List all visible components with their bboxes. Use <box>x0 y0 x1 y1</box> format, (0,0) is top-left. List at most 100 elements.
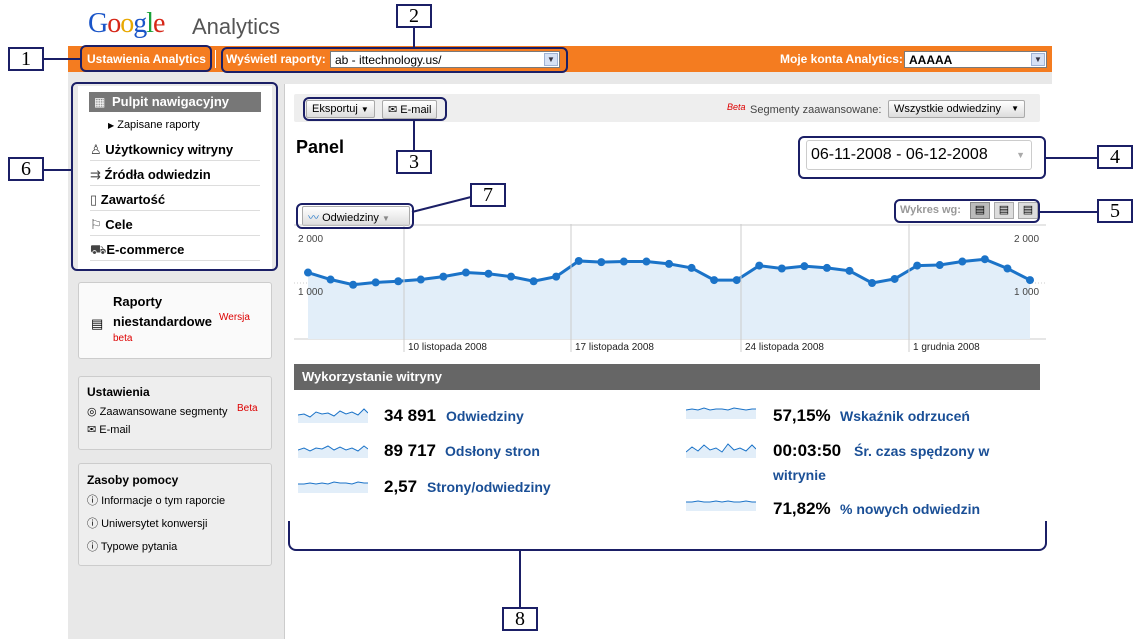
metric-link-visits[interactable]: Odwiedziny <box>446 408 524 424</box>
graph-week-button[interactable]: ▤ <box>994 202 1014 219</box>
callout-number-8: 8 <box>502 607 538 631</box>
graph-month-button[interactable]: ▤ <box>1018 202 1038 219</box>
user-icon: ♙ <box>90 142 102 157</box>
segments-select[interactable]: Wszystkie odwiedziny ▼ <box>888 100 1025 118</box>
sidebar-item-goals[interactable]: ⚐ Cele <box>90 217 133 232</box>
chart-point[interactable] <box>439 272 448 281</box>
main-content <box>284 84 1052 639</box>
chart-point[interactable] <box>304 268 312 277</box>
y-tick-left: 1 000 <box>298 287 323 298</box>
y-tick-right: 1 000 <box>1014 287 1039 298</box>
question-icon: ⓘ <box>87 518 98 530</box>
chart-point[interactable] <box>349 280 358 289</box>
graph-day-button[interactable]: ▤ <box>970 202 990 219</box>
sidebar-item-ecommerce[interactable]: ⛟E-commerce <box>90 242 185 257</box>
chart-point[interactable] <box>935 261 944 270</box>
graph-by-label: Wykres wg: <box>900 204 961 216</box>
chart-point[interactable] <box>507 272 516 281</box>
settings-link[interactable]: Ustawienia Analytics <box>87 52 206 66</box>
reports-select[interactable]: ab - ittechnology.us/▼ <box>330 51 560 68</box>
chart-point[interactable] <box>461 268 470 277</box>
chart-point[interactable] <box>777 264 786 273</box>
y-tick-left: 2 000 <box>298 234 323 245</box>
app-name: Analytics <box>192 14 281 39</box>
help-box: Zasoby pomocy ⓘ Informacje o tym raporci… <box>78 463 272 566</box>
metric-link-time-on-site-2[interactable]: witrynie <box>773 467 826 483</box>
chart-point[interactable] <box>710 276 719 285</box>
metric-link-pageviews[interactable]: Odsłony stron <box>445 443 540 459</box>
metric-link-time-on-site[interactable]: Śr. czas spędzony w <box>854 443 990 459</box>
sparkline <box>298 408 368 423</box>
saved-reports-link[interactable]: ▶ Zapisane raporty <box>108 119 200 131</box>
top-nav-bar <box>68 46 1052 72</box>
custom-reports-title[interactable]: Raporty <box>113 294 163 309</box>
beta-badge: beta <box>113 333 133 344</box>
question-icon: ⓘ <box>87 541 98 553</box>
chart-point[interactable] <box>868 279 877 287</box>
callout-number-6: 6 <box>8 157 44 181</box>
chart-point[interactable] <box>687 263 696 272</box>
metric-link-pages-per-visit[interactable]: Strony/odwiedziny <box>427 479 551 495</box>
help-link[interactable]: ⓘ Informacje o tym raporcie <box>87 495 226 507</box>
chart-point[interactable] <box>665 259 673 268</box>
traffic-sources-icon: ⇉ <box>90 167 101 182</box>
chart-point[interactable] <box>1003 264 1012 273</box>
chart-point[interactable] <box>619 257 628 266</box>
y-tick-right: 2 000 <box>1014 234 1039 245</box>
chart-point[interactable] <box>371 278 380 287</box>
accounts-label: Moje konta Analytics: <box>780 52 903 66</box>
calendar-icon: ▤ <box>974 204 986 216</box>
accounts-select[interactable]: AAAAA ▼ <box>904 51 1047 68</box>
help-link[interactable]: ⓘ Typowe pytania <box>87 541 178 553</box>
sidebar-item-users[interactable]: ♙ Użytkownicy witryny <box>90 142 234 157</box>
line-chart-icon: 〰 <box>308 212 319 224</box>
chart-point[interactable] <box>958 257 967 266</box>
advanced-segments-link[interactable]: ◎ Zaawansowane segmenty <box>87 406 228 418</box>
sidebar-item-content[interactable]: ▯ Zawartość <box>90 192 166 207</box>
chart-point[interactable] <box>980 255 989 264</box>
chart-point[interactable] <box>597 258 606 267</box>
custom-reports-title-2[interactable]: niestandardowe <box>113 314 212 329</box>
page-title: Panel <box>296 137 345 157</box>
email-button[interactable]: ✉ E-mail <box>382 100 438 119</box>
metric-link-new-visits[interactable]: % nowych odwiedzin <box>840 501 981 517</box>
chart-point[interactable] <box>394 277 403 286</box>
chart-point[interactable] <box>326 275 335 284</box>
envelope-icon: ✉ <box>87 424 97 436</box>
chart-point[interactable] <box>913 261 922 270</box>
chart-point[interactable] <box>732 276 741 285</box>
chart-point[interactable] <box>890 274 899 283</box>
chart-point[interactable] <box>642 257 651 266</box>
chart-point[interactable] <box>800 262 809 271</box>
chart-point[interactable] <box>416 275 425 284</box>
chart-point[interactable] <box>755 261 764 270</box>
callout-number-7: 7 <box>470 183 506 207</box>
chart-point[interactable] <box>1026 276 1034 285</box>
chart-point[interactable] <box>574 256 583 265</box>
chart-point[interactable] <box>552 272 561 281</box>
content-icon: ▯ <box>90 192 98 207</box>
callout-outline-5 <box>894 199 1040 223</box>
help-link[interactable]: ⓘ Uniwersytet konwersji <box>87 518 208 530</box>
metric-value: 00:03:50 <box>773 441 842 460</box>
google-logo: Google <box>88 8 165 39</box>
chart-point[interactable] <box>845 266 854 275</box>
chart-point[interactable] <box>822 263 831 272</box>
settings-box: Ustawienia ◎ Zaawansowane segmenty Beta … <box>78 376 272 450</box>
sidebar-item-traffic-sources[interactable]: ⇉ Źródła odwiedzin <box>90 167 211 182</box>
metric-link-bounce-rate[interactable]: Wskaźnik odrzuceń <box>840 408 970 424</box>
date-range-picker[interactable]: 06-11-2008 - 06-12-2008 ▼ <box>806 140 1032 170</box>
x-tick-label: 10 listopada 2008 <box>408 342 487 353</box>
segments-label: Segmenty zaawansowane: <box>750 104 882 116</box>
chart-point[interactable] <box>529 277 538 286</box>
email-settings-link[interactable]: ✉ E-mail <box>87 424 131 436</box>
envelope-icon: ✉ <box>388 104 398 116</box>
dashboard-icon: ▦ <box>94 95 106 109</box>
sidebar-item-dashboard[interactable]: ▦ Pulpit nawigacyjny <box>89 92 261 112</box>
callout-number-1: 1 <box>8 47 44 71</box>
chart-point[interactable] <box>484 269 493 278</box>
usage-header: Wykorzystanie witryny <box>294 364 1040 390</box>
reports-label: Wyświetl raporty: <box>226 52 326 66</box>
version-badge: Wersja <box>219 312 250 323</box>
export-button[interactable]: Eksportuj ▼ <box>306 100 375 118</box>
